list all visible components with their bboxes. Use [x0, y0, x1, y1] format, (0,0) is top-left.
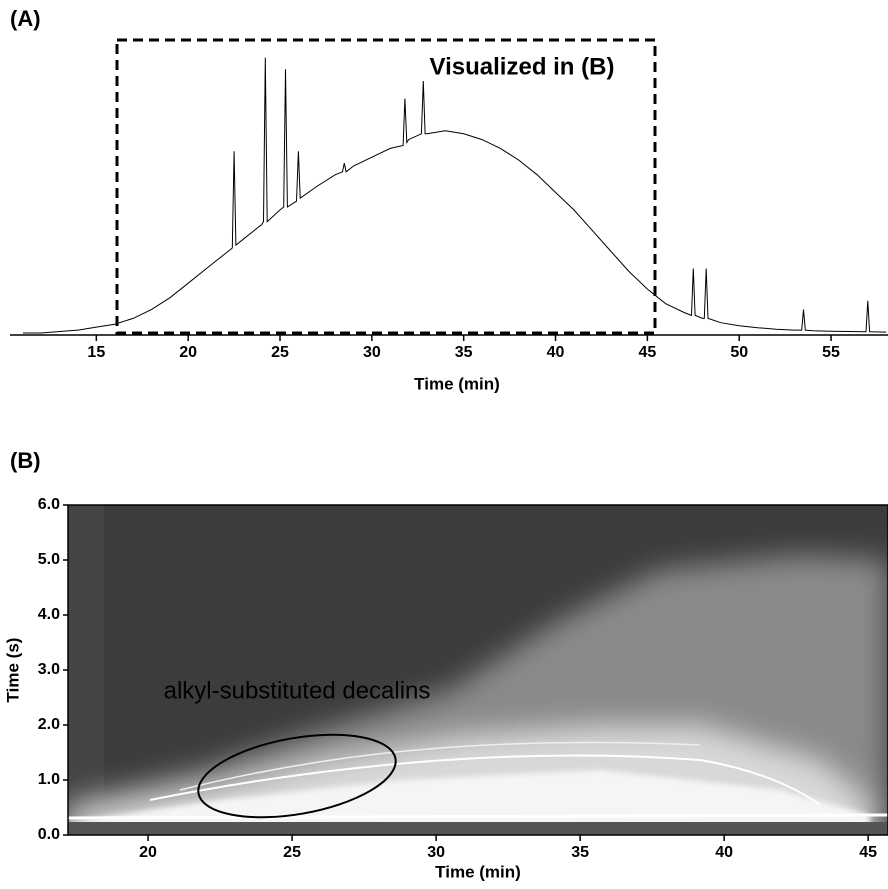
y-axis-label: Time (s)	[3, 638, 22, 703]
x-tick-label: 35	[571, 844, 589, 861]
x-tick-label: 20	[139, 844, 157, 861]
y-tick-label: 5.0	[38, 551, 60, 568]
x-tick-label: 20	[179, 344, 197, 361]
x-tick-label: 35	[455, 344, 473, 361]
x-tick-label: 30	[363, 344, 381, 361]
y-tick-label: 1.0	[38, 771, 60, 788]
x-axis-label: Time (min)	[414, 374, 500, 393]
y-tick-label: 6.0	[38, 496, 60, 513]
heatmap-image	[68, 505, 888, 835]
x-tick-label: 25	[271, 344, 289, 361]
x-tick-label: 30	[427, 844, 445, 861]
x-tick-label: 45	[859, 844, 877, 861]
x-tick-label: 45	[638, 344, 656, 361]
y-tick-label: 3.0	[38, 661, 60, 678]
x-tick-label: 40	[715, 844, 733, 861]
x-tick-label: 15	[87, 344, 105, 361]
x-axis-label: Time (min)	[435, 862, 521, 881]
chromatogram-line	[22, 57, 887, 334]
selection-box	[115, 38, 657, 335]
panel-label: (A)	[10, 6, 41, 31]
panel-label: (B)	[10, 448, 41, 473]
y-tick-label: 2.0	[38, 716, 60, 733]
y-tick-label: 4.0	[38, 606, 60, 623]
x-tick-label: 50	[730, 344, 748, 361]
region-outline	[197, 733, 397, 819]
x-tick-label: 55	[822, 344, 840, 361]
y-tick-label: 0.0	[38, 826, 60, 843]
x-tick-label: 25	[283, 844, 301, 861]
x-tick-label: 40	[547, 344, 565, 361]
annotation: alkyl-substituted decalins	[164, 677, 431, 704]
annotation: Visualized in (B)	[430, 53, 615, 80]
